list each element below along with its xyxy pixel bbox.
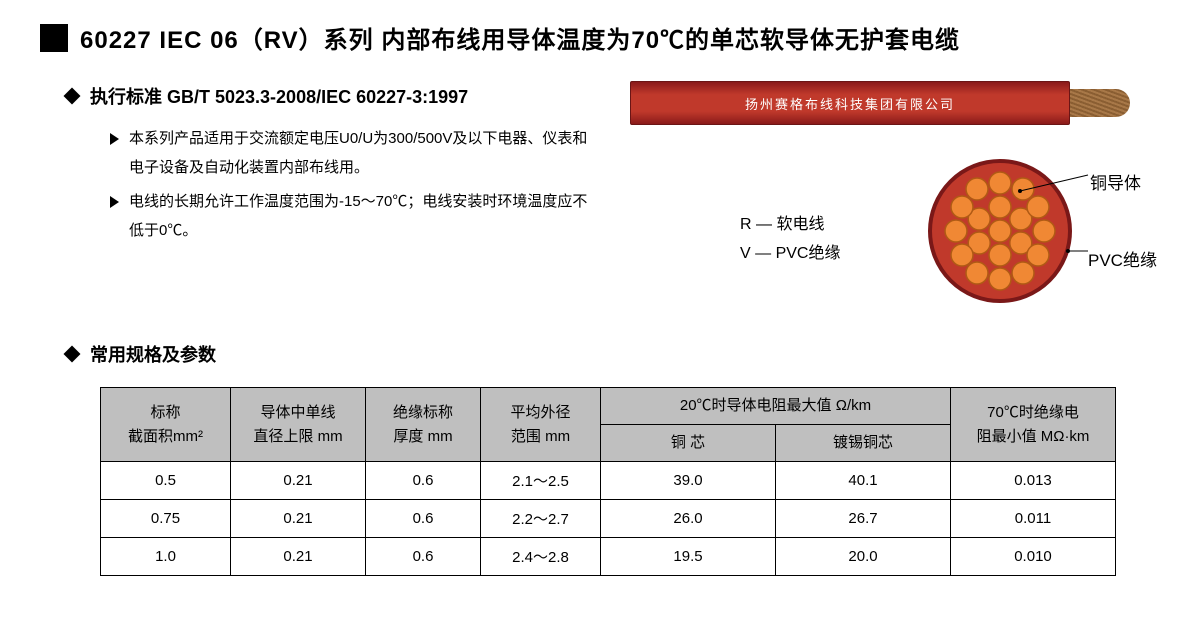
- table-cell: 0.6: [366, 500, 481, 538]
- th-insul-res: 70℃时绝缘电阻最小值 MΩ·km: [951, 388, 1116, 462]
- table-cell: 0.5: [101, 462, 231, 500]
- main-title: 60227 IEC 06（RV）系列 内部布线用导体温度为70℃的单芯软导体无护…: [80, 20, 960, 55]
- th-copper: 铜 芯: [601, 425, 776, 462]
- table-cell: 2.4～2.8: [481, 538, 601, 576]
- bullet-text: 本系列产品适用于交流额定电压U0/U为300/500V及以下电器、仪表和电子设备…: [129, 125, 600, 182]
- bullet-text: 电线的长期允许工作温度范围为-15～70℃；电线安装时环境温度应不低于0℃。: [129, 188, 600, 245]
- copper-strand: [966, 262, 988, 284]
- bullet-list: 本系列产品适用于交流额定电压U0/U为300/500V及以下电器、仪表和电子设备…: [110, 125, 600, 245]
- params-title: 常用规格及参数: [90, 341, 216, 367]
- th-area: 标称截面积mm²: [101, 388, 231, 462]
- annotation-copper: 铜导体: [1090, 169, 1141, 194]
- spec-table-head: 标称截面积mm² 导体中单线直径上限 mm 绝缘标称厚度 mm 平均外径范围 m…: [101, 388, 1116, 462]
- diamond-bullet-icon: [64, 346, 81, 363]
- title-marker-square: [40, 24, 68, 52]
- table-cell: 0.011: [951, 500, 1116, 538]
- th-insul-thick: 绝缘标称厚度 mm: [366, 388, 481, 462]
- bullet-item: 电线的长期允许工作温度范围为-15～70℃；电线安装时环境温度应不低于0℃。: [110, 188, 600, 245]
- table-cell: 0.21: [231, 500, 366, 538]
- table-cell: 2.2～2.7: [481, 500, 601, 538]
- annotation-pvc: PVC绝缘: [1088, 246, 1157, 271]
- table-cell: 2.1～2.5: [481, 462, 601, 500]
- triangle-bullet-icon: [110, 196, 119, 208]
- table-cell: 0.010: [951, 538, 1116, 576]
- copper-strand: [1012, 178, 1034, 200]
- table-cell: 39.0: [601, 462, 776, 500]
- table-cell: 19.5: [601, 538, 776, 576]
- leader-dot: [1018, 189, 1022, 193]
- standard-row: 执行标准 GB/T 5023.3-2008/IEC 60227-3:1997: [66, 83, 600, 109]
- cross-section-area: R — 软电线 V — PVC绝缘 铜导体 PVC绝缘: [620, 151, 1160, 331]
- copper-strand: [966, 178, 988, 200]
- diamond-bullet-icon: [64, 88, 81, 105]
- copper-strand: [1012, 262, 1034, 284]
- legend-rv: R — 软电线 V — PVC绝缘: [740, 211, 840, 269]
- standard-label: 执行标准 GB/T 5023.3-2008/IEC 60227-3:1997: [90, 83, 468, 109]
- table-cell: 0.6: [366, 462, 481, 500]
- copper-strand: [989, 244, 1011, 266]
- legend-r: R — 软电线: [740, 211, 840, 240]
- table-cell: 1.0: [101, 538, 231, 576]
- table-cell: 0.013: [951, 462, 1116, 500]
- copper-strand: [989, 268, 1011, 290]
- copper-strand: [989, 220, 1011, 242]
- th-tinned: 镀锡铜芯: [776, 425, 951, 462]
- bullet-item: 本系列产品适用于交流额定电压U0/U为300/500V及以下电器、仪表和电子设备…: [110, 125, 600, 182]
- spec-table-body: 0.50.210.62.1～2.539.040.10.0130.750.210.…: [101, 462, 1116, 576]
- spec-table: 标称截面积mm² 导体中单线直径上限 mm 绝缘标称厚度 mm 平均外径范围 m…: [100, 387, 1116, 576]
- table-header-row: 标称截面积mm² 导体中单线直径上限 mm 绝缘标称厚度 mm 平均外径范围 m…: [101, 388, 1116, 425]
- legend-v: V — PVC绝缘: [740, 240, 840, 269]
- copper-strand: [1033, 220, 1055, 242]
- copper-strand: [989, 172, 1011, 194]
- copper-strand: [989, 196, 1011, 218]
- cable-side-view: 扬州赛格布线科技集团有限公司: [630, 75, 1130, 131]
- th-diameter: 平均外径范围 mm: [481, 388, 601, 462]
- table-row: 0.750.210.62.2～2.726.026.70.011: [101, 500, 1116, 538]
- left-column: 执行标准 GB/T 5023.3-2008/IEC 60227-3:1997 本…: [40, 75, 620, 331]
- table-cell: 0.6: [366, 538, 481, 576]
- copper-strand: [1027, 244, 1049, 266]
- table-cell: 40.1: [776, 462, 951, 500]
- leader-dot: [1066, 249, 1070, 253]
- table-cell: 20.0: [776, 538, 951, 576]
- table-cell: 26.7: [776, 500, 951, 538]
- copper-strand: [951, 196, 973, 218]
- table-cell: 0.21: [231, 462, 366, 500]
- title-row: 60227 IEC 06（RV）系列 内部布线用导体温度为70℃的单芯软导体无护…: [40, 20, 1160, 55]
- th-resistance: 20℃时导体电阻最大值 Ω/km: [601, 388, 951, 425]
- copper-strand: [945, 220, 967, 242]
- table-cell: 26.0: [601, 500, 776, 538]
- th-strand-dia: 导体中单线直径上限 mm: [231, 388, 366, 462]
- upper-section: 执行标准 GB/T 5023.3-2008/IEC 60227-3:1997 本…: [40, 75, 1160, 331]
- cable-body: 扬州赛格布线科技集团有限公司: [630, 81, 1070, 125]
- triangle-bullet-icon: [110, 133, 119, 145]
- table-cell: 0.21: [231, 538, 366, 576]
- cable-body-text: 扬州赛格布线科技集团有限公司: [745, 94, 955, 113]
- table-row: 1.00.210.62.4～2.819.520.00.010: [101, 538, 1116, 576]
- params-title-row: 常用规格及参数: [66, 341, 1160, 367]
- copper-strand: [1027, 196, 1049, 218]
- right-column: 扬州赛格布线科技集团有限公司 R — 软电线 V — PVC绝缘 铜导体 PVC…: [620, 75, 1160, 331]
- copper-strand: [951, 244, 973, 266]
- table-cell: 0.75: [101, 500, 231, 538]
- table-row: 0.50.210.62.1～2.539.040.10.013: [101, 462, 1116, 500]
